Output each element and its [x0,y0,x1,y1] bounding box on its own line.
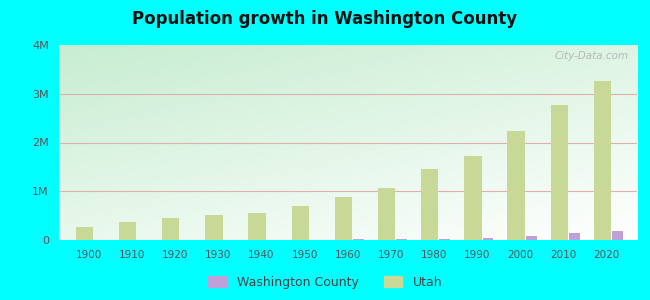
Text: City-Data.com: City-Data.com [554,51,629,61]
Bar [266,239,278,240]
Bar [396,239,407,240]
Text: Population growth in Washington County: Population growth in Washington County [133,11,517,28]
Bar [569,233,580,240]
Bar [483,238,493,240]
Bar [119,222,136,240]
Bar [335,196,352,240]
Bar [353,239,364,240]
Bar [526,236,537,240]
Bar [508,131,525,240]
Bar [464,156,482,240]
Bar [612,231,623,240]
Bar [421,169,438,240]
Bar [551,105,568,240]
Bar [310,239,320,240]
Bar [162,218,179,240]
Bar [248,213,266,240]
Legend: Washington County, Utah: Washington County, Utah [203,271,447,294]
Bar [378,188,395,240]
Bar [292,206,309,240]
Bar [205,215,222,240]
Bar [594,80,611,240]
Bar [76,226,93,240]
Bar [439,239,450,240]
